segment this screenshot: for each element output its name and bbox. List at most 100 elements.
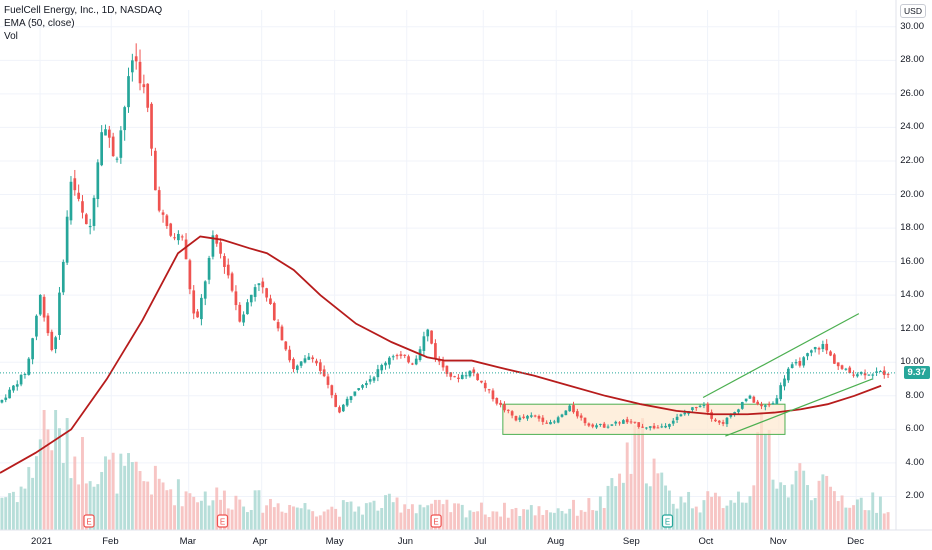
candle-body — [315, 360, 318, 364]
candle-body — [100, 132, 104, 166]
symbol-title[interactable]: FuelCell Energy, Inc., 1D, NASDAQ — [4, 5, 163, 16]
candle-body — [119, 130, 123, 158]
ema-legend[interactable]: EMA (50, close) — [4, 18, 75, 29]
volume-bar — [848, 507, 852, 530]
volume-bar — [157, 478, 161, 530]
candle-body — [58, 292, 61, 336]
volume-bar — [863, 510, 867, 530]
candle-body — [65, 216, 69, 263]
volume-bar — [813, 498, 817, 530]
volume-bar — [790, 484, 794, 530]
candle-body — [19, 374, 23, 385]
volume-bar — [464, 517, 468, 530]
candle-body — [756, 401, 759, 405]
candle-body — [783, 378, 786, 387]
volume-bar — [468, 510, 472, 530]
volume-bar — [725, 505, 729, 530]
volume-bar — [4, 497, 8, 530]
candle-body — [238, 304, 242, 322]
volume-bar — [196, 502, 200, 530]
candle-body — [526, 415, 529, 419]
price-tick-label: 20.00 — [900, 188, 924, 200]
candle-body — [675, 416, 679, 420]
trend-channel — [702, 313, 873, 437]
volume-bar — [545, 510, 549, 530]
candle-body — [656, 427, 660, 429]
volume-bar — [786, 497, 790, 530]
candle-body — [242, 314, 245, 323]
candle-body — [533, 415, 537, 417]
candle-body — [292, 358, 295, 370]
volume-bar — [729, 500, 733, 530]
volume-bar — [629, 473, 633, 530]
volume-bar — [583, 511, 587, 530]
candle-body — [468, 370, 472, 377]
volume-bar — [58, 428, 61, 530]
candle-body — [721, 422, 725, 424]
candle-body — [568, 405, 572, 412]
volume-bar — [775, 488, 779, 530]
volume-bar — [134, 461, 138, 530]
candle-body — [552, 421, 556, 423]
candle-body — [514, 416, 518, 421]
candle-body — [698, 405, 702, 407]
volume-bar — [591, 510, 595, 530]
volume-bar — [153, 465, 157, 530]
volume-bar — [207, 505, 211, 530]
candle-body — [683, 412, 687, 415]
candle-body — [295, 365, 299, 370]
volume-bar — [737, 491, 740, 530]
volume-bar — [364, 503, 368, 530]
volume-bar — [806, 485, 809, 530]
volume-bar — [767, 430, 771, 530]
candle-body — [545, 422, 549, 424]
candle-body — [499, 402, 502, 405]
candle-body — [852, 374, 855, 376]
volume-bar — [656, 473, 660, 530]
currency-badge[interactable]: USD — [900, 4, 926, 18]
volume-bar — [817, 480, 821, 530]
earnings-marker — [430, 514, 442, 528]
time-tick-label: Mar — [179, 536, 197, 547]
candle-body — [472, 369, 476, 373]
volume-bar — [572, 499, 575, 530]
candle-body — [272, 303, 276, 321]
volume-bar — [560, 510, 564, 530]
candle-body — [599, 423, 602, 425]
volume-bar — [713, 492, 717, 530]
candle-body — [365, 383, 368, 386]
candle-body — [384, 362, 387, 366]
volume-bar — [73, 456, 77, 530]
price-tick-label: 22.00 — [900, 154, 924, 166]
volume-bar — [238, 499, 242, 530]
range-box — [502, 403, 786, 435]
candle-body — [464, 375, 468, 377]
candle-body — [518, 417, 522, 420]
last-price-tag: 9.37 — [903, 365, 930, 379]
candle-body — [564, 410, 568, 416]
volume-bar — [533, 515, 537, 530]
candle-body — [813, 347, 817, 350]
candle-body — [587, 423, 591, 426]
candle-body — [131, 60, 134, 73]
volume-bar — [8, 493, 12, 530]
volume-legend[interactable]: Vol — [4, 31, 18, 42]
candle-body — [334, 394, 338, 407]
candle-body — [357, 388, 361, 390]
candle-body — [184, 239, 188, 260]
candle-body — [134, 56, 138, 62]
volume-bar — [844, 507, 848, 530]
volume-bar — [318, 515, 322, 530]
candle-body — [875, 371, 878, 373]
volume-bar — [598, 496, 602, 530]
chart-legend: FuelCell Energy, Inc., 1D, NASDAQ EMA (5… — [4, 4, 162, 43]
volume-bar — [855, 499, 859, 530]
candle-body — [92, 197, 96, 226]
candle-body — [748, 395, 752, 399]
candle-body — [353, 391, 357, 396]
volume-bar — [334, 508, 338, 530]
candles — [0, 43, 890, 431]
candle-body — [725, 417, 729, 425]
